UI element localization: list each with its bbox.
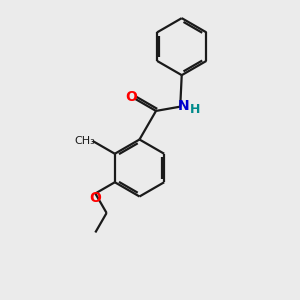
Text: H: H	[190, 103, 200, 116]
Text: CH₃: CH₃	[74, 136, 95, 146]
Text: N: N	[177, 99, 189, 113]
Text: O: O	[89, 191, 101, 205]
Text: O: O	[125, 90, 137, 104]
